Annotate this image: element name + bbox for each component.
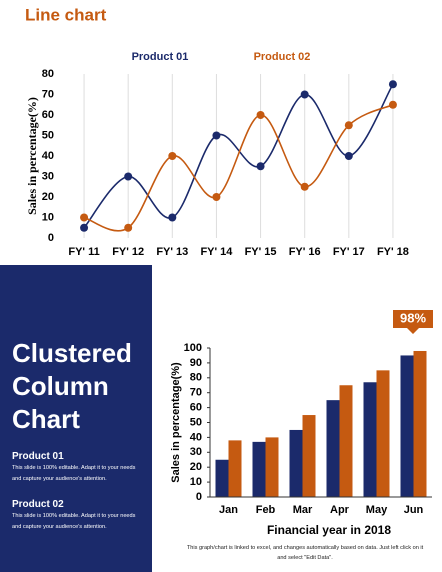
point bbox=[168, 213, 177, 222]
x-tick-label: FY' 16 bbox=[289, 246, 321, 258]
x-tick-label: FY' 15 bbox=[245, 246, 277, 258]
y-tick-label: 80 bbox=[190, 372, 202, 384]
bar bbox=[265, 437, 279, 497]
y-axis-title: Sales in percentage(%) bbox=[25, 97, 39, 215]
y-tick-label: 10 bbox=[42, 211, 54, 223]
panel-text: This slide is 100% editable. Adapt it to… bbox=[12, 513, 136, 530]
point bbox=[344, 121, 353, 130]
point bbox=[388, 80, 397, 89]
y-tick-label: 100 bbox=[184, 342, 202, 354]
point bbox=[80, 213, 89, 222]
line bbox=[83, 83, 394, 229]
x-tick-label: FY' 17 bbox=[333, 246, 365, 258]
y-tick-label: 20 bbox=[42, 191, 54, 203]
y-tick-label: 70 bbox=[42, 88, 54, 100]
point bbox=[300, 182, 309, 191]
y-tick-label: 50 bbox=[190, 416, 202, 428]
panel-heading: Product 02 bbox=[12, 499, 64, 510]
bar bbox=[339, 385, 353, 497]
y-tick-label: 20 bbox=[190, 461, 202, 473]
bar bbox=[376, 370, 390, 497]
y-tick-label: 50 bbox=[42, 129, 54, 141]
point bbox=[256, 111, 265, 119]
bar bbox=[326, 400, 340, 497]
x-tick-label: FY' 18 bbox=[377, 246, 409, 258]
x-tick-label: FY' 11 bbox=[68, 246, 99, 258]
x-tick-label: Jan bbox=[219, 504, 238, 516]
y-tick-label: 40 bbox=[42, 150, 54, 162]
point bbox=[168, 152, 177, 160]
x-tick-label: Feb bbox=[256, 504, 276, 516]
callout-label: 98% bbox=[400, 310, 426, 325]
y-tick-label: 0 bbox=[196, 491, 202, 503]
point bbox=[80, 223, 89, 232]
point bbox=[124, 223, 133, 232]
y-axis-title: Sales in percentage(%) bbox=[170, 362, 182, 483]
bar bbox=[215, 459, 229, 497]
panel-text: This slide is 100% editable. Adapt it to… bbox=[12, 465, 136, 482]
y-tick-label: 90 bbox=[190, 357, 202, 369]
x-axis-title: Financial year in 2018 bbox=[267, 523, 391, 537]
point bbox=[300, 90, 309, 99]
bar bbox=[302, 415, 316, 497]
bar bbox=[289, 429, 303, 497]
y-tick-label: 60 bbox=[42, 109, 54, 121]
y-tick-label: 30 bbox=[42, 170, 54, 182]
point bbox=[388, 100, 397, 109]
bar bbox=[252, 441, 266, 497]
bar bbox=[228, 440, 242, 497]
x-tick-label: FY' 13 bbox=[156, 246, 188, 258]
point bbox=[256, 162, 265, 171]
point bbox=[212, 131, 221, 140]
x-tick-label: Mar bbox=[293, 504, 313, 516]
x-tick-label: FY' 14 bbox=[200, 246, 233, 258]
bar bbox=[400, 355, 414, 497]
bar bbox=[363, 382, 377, 497]
panel-title: Clustered Column Chart bbox=[12, 338, 132, 434]
chart-title: Line chart bbox=[25, 5, 107, 24]
callout-box bbox=[393, 310, 433, 334]
line bbox=[83, 104, 394, 232]
side-panel: Clustered Column Chart Product 01 This s… bbox=[0, 265, 152, 572]
panel-heading: Product 01 bbox=[12, 451, 64, 462]
x-tick-label: Jun bbox=[404, 504, 424, 516]
legend-label: Product 01 bbox=[132, 51, 189, 63]
bar bbox=[413, 350, 427, 497]
legend-label: Product 02 bbox=[254, 51, 311, 63]
y-tick-label: 10 bbox=[190, 476, 202, 488]
point bbox=[344, 152, 353, 160]
y-tick-label: 80 bbox=[42, 68, 54, 80]
note: This graph/chart is linked to excel, and… bbox=[186, 545, 424, 561]
y-tick-label: 40 bbox=[190, 431, 202, 443]
x-tick-label: May bbox=[366, 504, 388, 516]
x-tick-label: FY' 12 bbox=[112, 246, 144, 258]
point bbox=[212, 193, 221, 201]
y-tick-label: 30 bbox=[190, 446, 202, 458]
y-tick-label: 0 bbox=[48, 232, 54, 244]
point bbox=[124, 172, 133, 181]
y-tick-label: 70 bbox=[190, 387, 202, 399]
y-tick-label: 60 bbox=[190, 402, 202, 414]
x-tick-label: Apr bbox=[330, 504, 350, 516]
